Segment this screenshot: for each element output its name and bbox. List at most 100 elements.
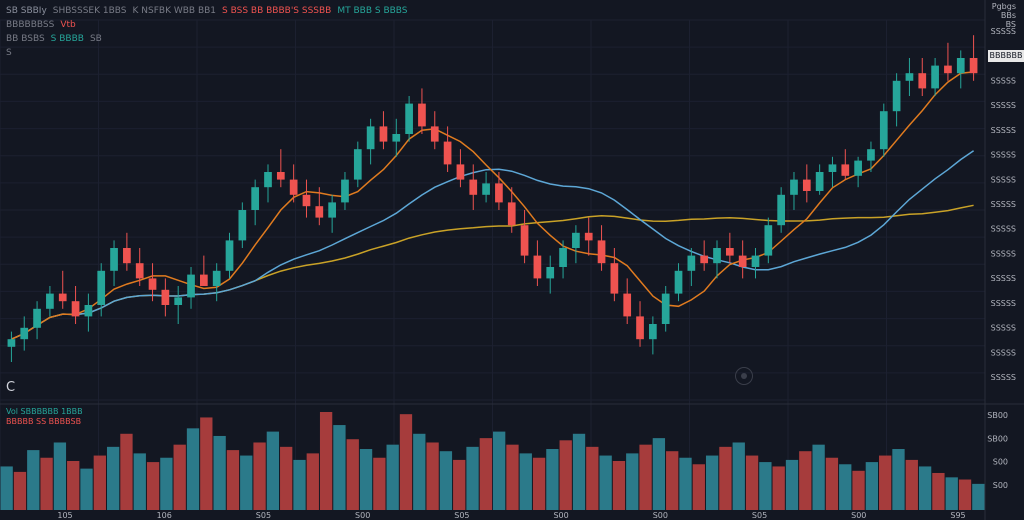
price-tick-label: SSSSS xyxy=(991,200,1016,209)
candle-body xyxy=(879,111,888,150)
candle-body xyxy=(174,297,183,305)
volume-bar xyxy=(586,446,599,510)
candle-body xyxy=(956,58,965,74)
volume-bar xyxy=(852,470,865,510)
candle-body xyxy=(841,164,850,176)
volume-bar xyxy=(612,461,626,510)
volume-bar xyxy=(40,457,53,510)
volume-bar xyxy=(932,472,945,510)
indicator-2-label[interactable]: BB BSBS xyxy=(6,34,45,44)
candle-body xyxy=(341,179,349,203)
volume-bar xyxy=(413,433,426,510)
time-tick-label: 105 xyxy=(57,511,72,520)
volume-bar xyxy=(719,446,732,510)
volume-bar xyxy=(399,414,413,510)
volume-tick-label: SB00 xyxy=(987,434,1008,443)
price-tick-label: SSSSS xyxy=(991,151,1016,160)
volume-bar xyxy=(892,449,905,510)
candle-body xyxy=(572,232,580,248)
candle-body xyxy=(713,248,721,264)
candle-body xyxy=(533,255,542,279)
volume-bar xyxy=(479,438,492,510)
top-right-line3: BS xyxy=(1005,20,1016,29)
volume-bar xyxy=(80,468,93,510)
price-tick-label: SSSSS xyxy=(991,274,1016,283)
volume-bar xyxy=(666,451,679,510)
price-tick-label: SSSSS xyxy=(991,324,1016,333)
volume-bar xyxy=(705,455,719,510)
volume-bar xyxy=(839,464,852,510)
indicator-3-label[interactable]: S xyxy=(6,48,12,58)
legend-tail: MT BBB S BBBS xyxy=(337,6,408,16)
legend-change: S BSS BB BBBB'S SSSBB xyxy=(222,6,332,16)
volume-legend-line1[interactable]: Vol SBBBBBB 1BBB xyxy=(6,407,83,416)
candle-body xyxy=(251,187,260,210)
candle-body xyxy=(854,160,862,176)
legend-ohlc: SHBSSSEK 1BBS xyxy=(52,6,127,16)
indicator-1-label[interactable]: BBBBBBSS xyxy=(6,20,55,30)
candle-body xyxy=(815,172,824,191)
candle-body xyxy=(392,134,401,142)
time-tick-label: S05 xyxy=(256,511,271,520)
volume-tick-label: S00 xyxy=(993,458,1008,467)
candle-body xyxy=(751,255,760,267)
price-tick-label: SSSSS xyxy=(991,175,1016,184)
candle-body xyxy=(135,263,144,279)
candle-body xyxy=(58,293,67,302)
volume-bar xyxy=(972,483,985,510)
volume-bar xyxy=(785,459,799,510)
volume-bar xyxy=(133,453,146,510)
ma-fast-line xyxy=(11,71,974,340)
candle-body xyxy=(443,141,452,165)
volume-bar xyxy=(67,461,80,510)
volume-bar xyxy=(639,444,652,510)
candle-body xyxy=(302,194,311,207)
candle-body xyxy=(366,126,375,150)
candle-body xyxy=(918,73,927,89)
volume-bar xyxy=(466,446,479,510)
volume-bar xyxy=(439,451,453,510)
volume-bar xyxy=(905,459,918,510)
time-tick-label: S05 xyxy=(454,511,469,520)
candle-body xyxy=(7,339,16,347)
candle-body xyxy=(20,327,29,340)
volume-bar xyxy=(253,442,266,510)
volume-bar xyxy=(240,455,253,510)
volume-tick-label: S00 xyxy=(993,481,1008,490)
last-price-label: BBBBBB xyxy=(988,50,1024,62)
candle-body xyxy=(623,293,632,317)
indicator-2-extra: SB xyxy=(89,34,102,44)
price-tick-label: SSSSS xyxy=(991,126,1016,135)
volume-legend-line2: BBBBB SS BBBBSB xyxy=(6,417,82,426)
candle-body xyxy=(610,263,619,294)
price-tick-label: SSSSS xyxy=(991,27,1016,36)
candle-body xyxy=(456,164,465,180)
legend-symbol[interactable]: SB SBBIy xyxy=(6,6,47,16)
volume-bar xyxy=(958,479,972,510)
volume-bar xyxy=(865,462,879,510)
candle-body xyxy=(674,270,683,294)
candle-body xyxy=(212,270,221,286)
time-tick-label: S00 xyxy=(653,511,668,520)
volume-bar xyxy=(679,457,692,510)
candle-body xyxy=(546,267,555,279)
candle-body xyxy=(71,301,80,317)
volume-bar xyxy=(200,417,213,510)
candle-body xyxy=(905,73,914,81)
candle-body xyxy=(161,289,170,305)
volume-bar xyxy=(812,444,825,510)
volume-bar xyxy=(373,457,386,510)
candle-body xyxy=(802,179,811,191)
candle-body xyxy=(584,232,593,241)
candle-body xyxy=(46,293,54,309)
volume-bar xyxy=(532,457,546,510)
candle-body xyxy=(238,210,247,241)
volume-bar xyxy=(559,440,572,510)
candle-body xyxy=(430,126,439,142)
candle-body xyxy=(123,248,131,264)
candle-body xyxy=(84,305,93,317)
top-right-info: Pgbgs BBs BS xyxy=(992,2,1016,29)
candle-body xyxy=(276,172,285,180)
